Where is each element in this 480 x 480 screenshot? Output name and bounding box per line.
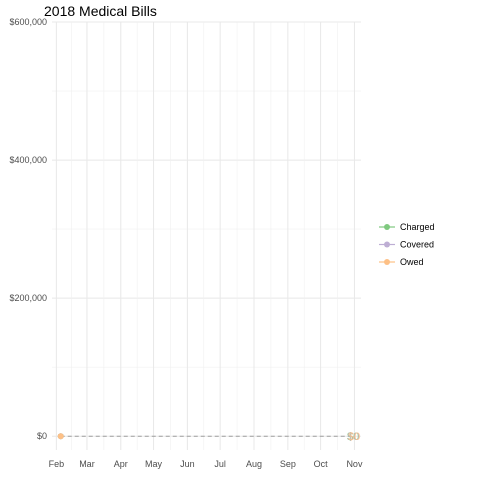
x-tick-label: Mar (79, 459, 95, 469)
x-tick-label: Jul (214, 459, 226, 469)
x-tick-label: Oct (314, 459, 329, 469)
x-tick-label: Sep (280, 459, 296, 469)
legend: Charged Covered Owed (379, 222, 435, 267)
point-owed (57, 433, 64, 440)
chart-title: 2018 Medical Bills (44, 3, 157, 19)
x-tick-label: Nov (346, 459, 363, 469)
y-tick-label: $400,000 (9, 155, 47, 165)
x-tick-label: Apr (114, 459, 128, 469)
legend-label-owed: Owed (400, 257, 424, 267)
legend-label-covered: Covered (400, 240, 434, 250)
legend-label-charged: Charged (400, 222, 435, 232)
grid-lines (52, 21, 361, 450)
y-tick-label: $200,000 (9, 293, 47, 303)
legend-key-point-covered (384, 241, 390, 248)
x-axis: Feb Mar Apr May Jun Jul Aug Sep Oct Nov (49, 459, 363, 469)
y-tick-label: $600,000 (9, 17, 47, 27)
legend-key-point-owed (384, 259, 390, 265)
legend-key-point-charged (384, 224, 390, 230)
x-tick-label: Feb (49, 459, 65, 469)
end-label-charged: $0 (347, 431, 359, 443)
x-tick-label: May (145, 459, 163, 469)
x-tick-label: Jun (180, 459, 195, 469)
series-layer (57, 433, 64, 440)
end-labels: $0$0$0 (347, 431, 360, 443)
end-label-covered: $0 (348, 431, 360, 443)
y-axis: $0 $200,000 $400,000 $600,000 (9, 17, 47, 441)
y-tick-label: $0 (37, 431, 47, 441)
end-label-owed: $0 (348, 431, 360, 443)
x-tick-label: Aug (246, 459, 262, 469)
